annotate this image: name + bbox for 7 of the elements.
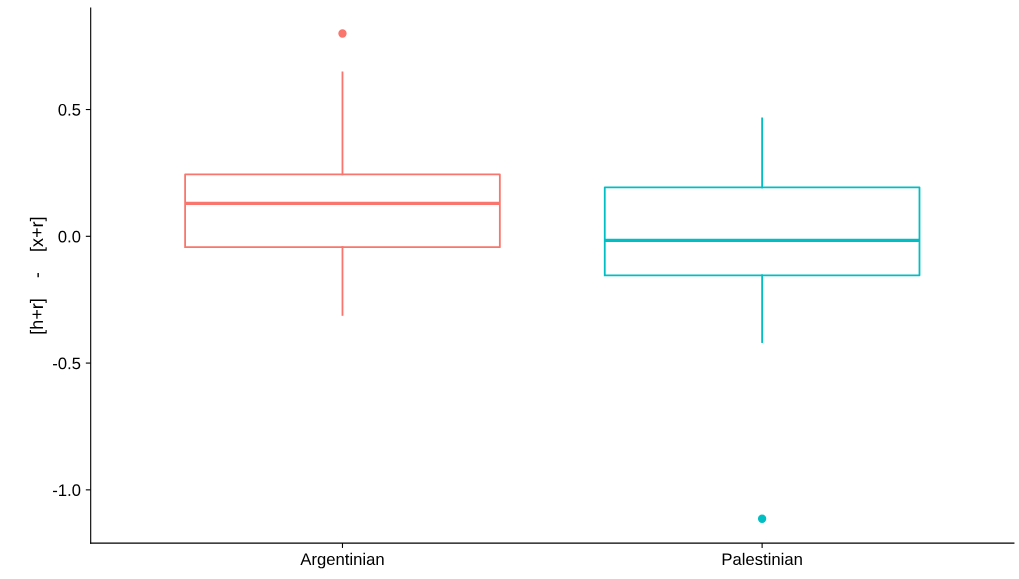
y-tick-label: -0.5 <box>52 357 81 370</box>
x-tick-label: Argentinian <box>300 552 384 569</box>
x-tick-label: Palestinian <box>722 552 802 566</box>
y-tick-label: -1.0 <box>52 484 81 497</box>
y-tick-label: 0.5 <box>58 103 81 116</box>
y-tick-label: 0.0 <box>58 230 81 243</box>
y-axis-title: [h+r] - [x+r] <box>29 217 47 334</box>
